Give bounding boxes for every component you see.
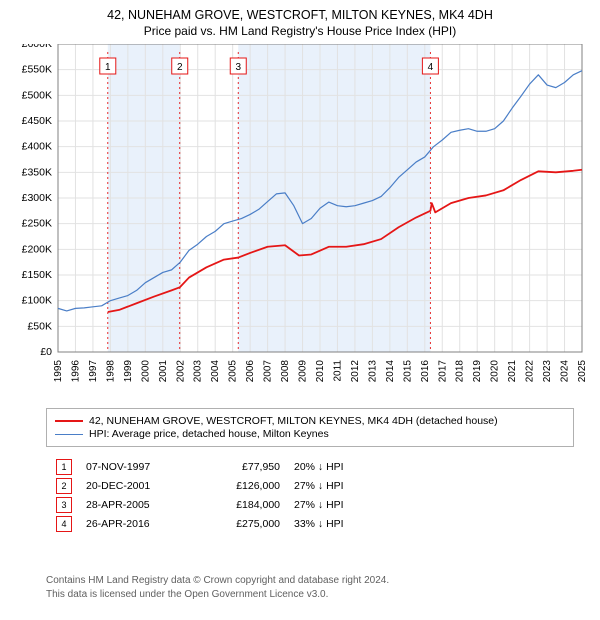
sales-table: 1 07-NOV-1997 £77,950 20% ↓ HPI 2 20-DEC-2001… bbox=[56, 456, 384, 535]
svg-text:£400K: £400K bbox=[22, 141, 52, 153]
sales-row: 4 26-APR-2016 £275,000 33% ↓ HPI bbox=[56, 516, 384, 532]
chart-subtitle: Price paid vs. HM Land Registry's House … bbox=[0, 22, 600, 38]
svg-text:£350K: £350K bbox=[22, 166, 52, 178]
sales-marker: 3 bbox=[56, 497, 72, 513]
svg-text:2001: 2001 bbox=[158, 360, 169, 383]
sales-date: 28-APR-2005 bbox=[86, 499, 186, 511]
svg-text:2016: 2016 bbox=[420, 360, 431, 383]
svg-text:2002: 2002 bbox=[175, 360, 186, 383]
svg-text:2020: 2020 bbox=[490, 360, 501, 383]
legend-label: HPI: Average price, detached house, Milt… bbox=[89, 428, 329, 440]
svg-text:4: 4 bbox=[428, 62, 434, 73]
sales-pct: 20% ↓ HPI bbox=[294, 461, 384, 473]
svg-text:2024: 2024 bbox=[560, 360, 571, 383]
sales-pct: 33% ↓ HPI bbox=[294, 518, 384, 530]
svg-text:2009: 2009 bbox=[298, 360, 309, 383]
svg-text:2014: 2014 bbox=[385, 360, 396, 383]
sales-date: 07-NOV-1997 bbox=[86, 461, 186, 473]
chart-area: £0 £50K £100K £150K £200K £250K £300K £350K £400… bbox=[10, 44, 590, 396]
svg-text:2004: 2004 bbox=[210, 360, 221, 383]
svg-text:2000: 2000 bbox=[140, 360, 151, 383]
sales-date: 20-DEC-2001 bbox=[86, 480, 186, 492]
svg-text:1999: 1999 bbox=[123, 360, 134, 383]
svg-text:2003: 2003 bbox=[193, 360, 204, 383]
svg-text:£100K: £100K bbox=[22, 295, 52, 307]
svg-text:2025: 2025 bbox=[577, 360, 588, 383]
svg-text:1996: 1996 bbox=[70, 360, 81, 383]
svg-text:2018: 2018 bbox=[455, 360, 466, 383]
svg-text:2006: 2006 bbox=[245, 360, 256, 383]
svg-text:2019: 2019 bbox=[472, 360, 483, 383]
svg-text:1998: 1998 bbox=[105, 360, 116, 383]
sales-row: 2 20-DEC-2001 £126,000 27% ↓ HPI bbox=[56, 478, 384, 494]
svg-text:2017: 2017 bbox=[437, 360, 448, 383]
sales-pct: 27% ↓ HPI bbox=[294, 499, 384, 511]
legend-label: 42, NUNEHAM GROVE, WESTCROFT, MILTON KEY… bbox=[89, 415, 498, 427]
sales-price: £275,000 bbox=[200, 518, 280, 530]
sales-price: £184,000 bbox=[200, 499, 280, 511]
svg-text:1995: 1995 bbox=[53, 360, 64, 383]
chart-title: 42, NUNEHAM GROVE, WESTCROFT, MILTON KEY… bbox=[0, 0, 600, 22]
svg-text:£500K: £500K bbox=[22, 89, 52, 101]
svg-text:£50K: £50K bbox=[27, 320, 52, 332]
svg-text:£300K: £300K bbox=[22, 192, 52, 204]
svg-text:£150K: £150K bbox=[22, 269, 52, 281]
svg-text:2022: 2022 bbox=[525, 360, 536, 383]
legend-row: 42, NUNEHAM GROVE, WESTCROFT, MILTON KEY… bbox=[55, 415, 565, 427]
sales-marker: 2 bbox=[56, 478, 72, 494]
svg-text:£200K: £200K bbox=[22, 243, 52, 255]
svg-text:2010: 2010 bbox=[315, 360, 326, 383]
svg-text:2008: 2008 bbox=[280, 360, 291, 383]
svg-text:1997: 1997 bbox=[88, 360, 99, 383]
legend: 42, NUNEHAM GROVE, WESTCROFT, MILTON KEY… bbox=[46, 408, 574, 447]
sales-marker: 1 bbox=[56, 459, 72, 475]
footnote-line: This data is licensed under the Open Gov… bbox=[46, 588, 389, 602]
sales-date: 26-APR-2016 bbox=[86, 518, 186, 530]
svg-text:£550K: £550K bbox=[22, 64, 52, 76]
svg-text:2013: 2013 bbox=[367, 360, 378, 383]
footnote: Contains HM Land Registry data © Crown c… bbox=[46, 574, 389, 601]
svg-text:1: 1 bbox=[105, 62, 111, 73]
svg-text:£450K: £450K bbox=[22, 115, 52, 127]
legend-row: HPI: Average price, detached house, Milt… bbox=[55, 428, 565, 440]
svg-text:£0: £0 bbox=[40, 346, 52, 358]
legend-swatch bbox=[55, 434, 83, 435]
svg-text:3: 3 bbox=[235, 62, 241, 73]
svg-text:2005: 2005 bbox=[228, 360, 239, 383]
svg-text:2011: 2011 bbox=[332, 360, 343, 382]
svg-text:2021: 2021 bbox=[507, 360, 518, 383]
svg-text:2: 2 bbox=[177, 62, 183, 73]
sales-row: 3 28-APR-2005 £184,000 27% ↓ HPI bbox=[56, 497, 384, 513]
svg-text:2015: 2015 bbox=[402, 360, 413, 383]
chart-svg: £0 £50K £100K £150K £200K £250K £300K £350K £400… bbox=[10, 44, 590, 396]
svg-text:2012: 2012 bbox=[350, 360, 361, 383]
page-root: { "title": "42, NUNEHAM GROVE, WESTCROFT… bbox=[0, 0, 600, 620]
sales-row: 1 07-NOV-1997 £77,950 20% ↓ HPI bbox=[56, 459, 384, 475]
sales-price: £77,950 bbox=[200, 461, 280, 473]
sales-marker: 4 bbox=[56, 516, 72, 532]
footnote-line: Contains HM Land Registry data © Crown c… bbox=[46, 574, 389, 588]
sales-price: £126,000 bbox=[200, 480, 280, 492]
svg-text:£250K: £250K bbox=[22, 218, 52, 230]
legend-swatch bbox=[55, 420, 83, 422]
sales-pct: 27% ↓ HPI bbox=[294, 480, 384, 492]
svg-text:£600K: £600K bbox=[22, 44, 52, 50]
svg-text:2007: 2007 bbox=[263, 360, 274, 383]
svg-text:2023: 2023 bbox=[542, 360, 553, 383]
